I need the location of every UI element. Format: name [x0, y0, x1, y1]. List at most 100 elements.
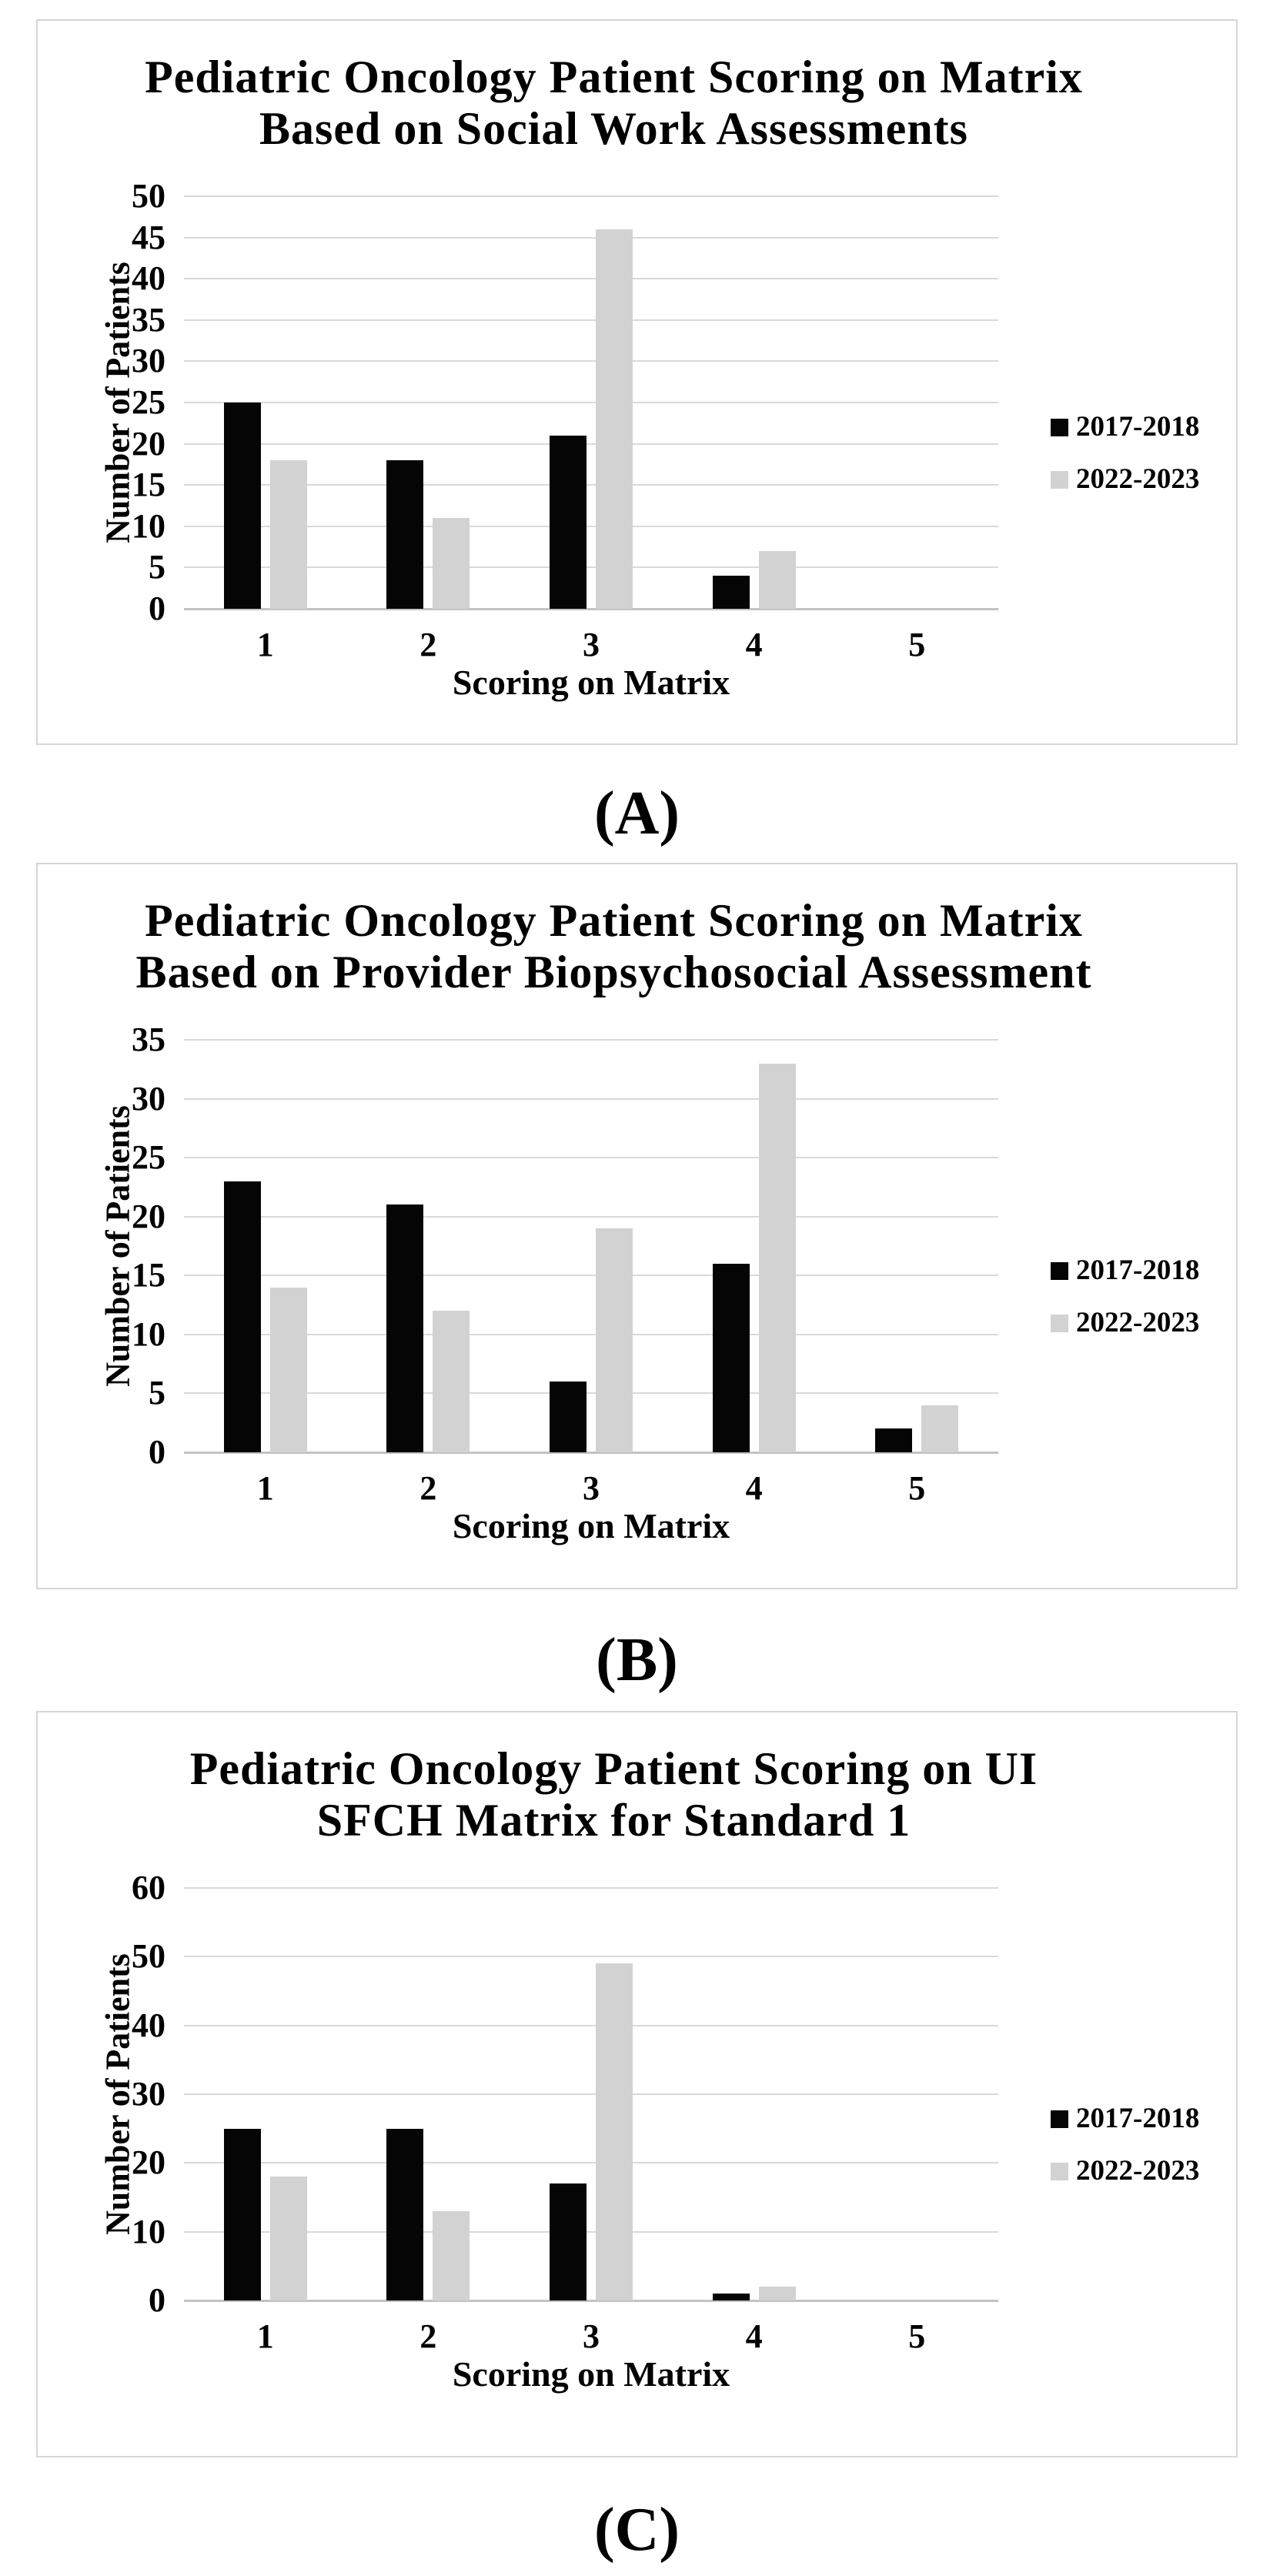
gridline [184, 566, 998, 569]
x-axis-title: Scoring on Matrix [452, 2354, 730, 2394]
chart-panel-a: Pediatric Oncology Patient Scoring on Ma… [36, 19, 1238, 745]
bar-2017-2018 [223, 1181, 261, 1452]
legend-item: 2022-2023 [1051, 1305, 1199, 1341]
y-tick-label: 5 [149, 1374, 165, 1412]
bar-2017-2018 [712, 2294, 750, 2300]
gridline [184, 2162, 998, 2164]
legend-label: 2017-2018 [1076, 2103, 1200, 2134]
bar-2022-2023 [758, 1063, 796, 1452]
legend-item: 2017-2018 [1051, 1253, 1199, 1288]
caption-text: (B) [596, 1626, 678, 1694]
bar-2022-2023 [269, 1287, 307, 1452]
y-tick-label: 20 [132, 1197, 165, 1235]
bar-2022-2023 [921, 1405, 959, 1452]
chart-title: Pediatric Oncology Patient Scoring on Ma… [145, 52, 1083, 154]
y-tick-label: 50 [132, 177, 165, 215]
x-tick-label: 3 [583, 626, 600, 663]
gridline [184, 1039, 998, 1041]
y-tick-label: 10 [132, 1315, 165, 1353]
gridline [184, 484, 998, 486]
gridline [184, 1275, 998, 1277]
x-tick-label: 2 [419, 2317, 437, 2355]
gridline [184, 1392, 998, 1395]
bar-2017-2018 [875, 1428, 913, 1452]
legend-swatch-2022-2023 [1051, 2162, 1068, 2180]
bar-2022-2023 [758, 550, 796, 609]
gridline [184, 360, 998, 363]
gridline [184, 443, 998, 445]
bar-2022-2023 [596, 1228, 633, 1452]
x-tick-label: 2 [419, 626, 437, 663]
y-tick-label: 0 [149, 590, 165, 627]
x-axis-title: Scoring on Matrix [452, 663, 730, 702]
bar-2022-2023 [433, 518, 470, 609]
y-tick-label: 45 [132, 218, 165, 256]
gridline [184, 402, 998, 403]
legend-label: 2022-2023 [1076, 1307, 1200, 1338]
bar-2017-2018 [550, 1382, 587, 1452]
bar-2022-2023 [758, 2287, 796, 2300]
chart-panel-b: Pediatric Oncology Patient Scoring on Ma… [36, 863, 1238, 1589]
y-tick-label: 30 [132, 1079, 165, 1118]
x-tick-label: 1 [256, 2317, 274, 2355]
x-tick-label: 4 [745, 1469, 763, 1507]
bar-2017-2018 [712, 1263, 750, 1452]
gridline [184, 1333, 998, 1335]
x-tick-label: 5 [908, 626, 926, 663]
legend-item: 2022-2023 [1051, 2153, 1199, 2189]
x-tick-label: 5 [908, 2317, 926, 2355]
x-axis-line [184, 2300, 998, 2302]
legend-item: 2022-2023 [1051, 462, 1199, 497]
chart-panel-c: Pediatric Oncology Patient Scoring on UI… [36, 1711, 1238, 2457]
gridline [184, 278, 998, 280]
y-tick-label: 35 [132, 1021, 165, 1058]
y-tick-label: 10 [132, 2212, 165, 2250]
x-tick-label: 3 [583, 1469, 600, 1507]
y-tick-label: 0 [149, 2281, 165, 2319]
legend-item: 2017-2018 [1051, 409, 1199, 445]
bar-2017-2018 [712, 576, 750, 609]
y-tick-label: 30 [132, 2075, 165, 2113]
legend-label: 2022-2023 [1076, 463, 1200, 495]
chart-title: Pediatric Oncology Patient Scoring on Ma… [135, 895, 1092, 997]
bar-2017-2018 [386, 1204, 424, 1452]
chart-title: Pediatric Oncology Patient Scoring on UI… [189, 1743, 1038, 1846]
y-tick-label: 15 [132, 466, 165, 504]
x-tick-label: 5 [908, 1469, 926, 1507]
legend-swatch-2017-2018 [1051, 418, 1068, 436]
legend-swatch-2022-2023 [1051, 470, 1068, 489]
bar-2022-2023 [269, 460, 307, 609]
gridline [184, 2230, 998, 2233]
x-tick-label: 1 [256, 626, 274, 663]
bar-2017-2018 [386, 460, 424, 609]
bar-2022-2023 [433, 1311, 470, 1452]
y-tick-label: 25 [132, 383, 165, 421]
x-axis-line [184, 1452, 998, 1454]
y-tick-label: 20 [132, 424, 165, 463]
gridline [184, 1098, 998, 1100]
gridline [184, 195, 998, 197]
legend-swatch-2017-2018 [1051, 2110, 1068, 2128]
bar-2022-2023 [269, 2177, 307, 2300]
y-tick-label: 60 [132, 1869, 165, 1906]
bar-2017-2018 [550, 2183, 587, 2300]
caption-text: (C) [593, 2496, 680, 2564]
figure-caption-b: (B) [36, 1624, 1238, 1696]
legend-label: 2017-2018 [1076, 411, 1200, 443]
y-tick-label: 35 [132, 300, 165, 339]
gridline [184, 319, 998, 321]
y-tick-label: 5 [149, 548, 165, 586]
x-axis-line [184, 608, 998, 610]
y-tick-label: 40 [132, 259, 165, 298]
legend-label: 2017-2018 [1076, 1255, 1200, 1286]
x-tick-label: 2 [419, 1469, 437, 1507]
figure-caption-a: (A) [36, 777, 1238, 850]
legend-item: 2017-2018 [1051, 2101, 1199, 2137]
bar-2022-2023 [596, 1963, 633, 2300]
y-tick-label: 40 [132, 2006, 165, 2044]
gridline [184, 1215, 998, 1218]
x-tick-label: 3 [583, 2317, 600, 2355]
legend-swatch-2022-2023 [1051, 1314, 1068, 1332]
gridline [184, 1956, 998, 1958]
